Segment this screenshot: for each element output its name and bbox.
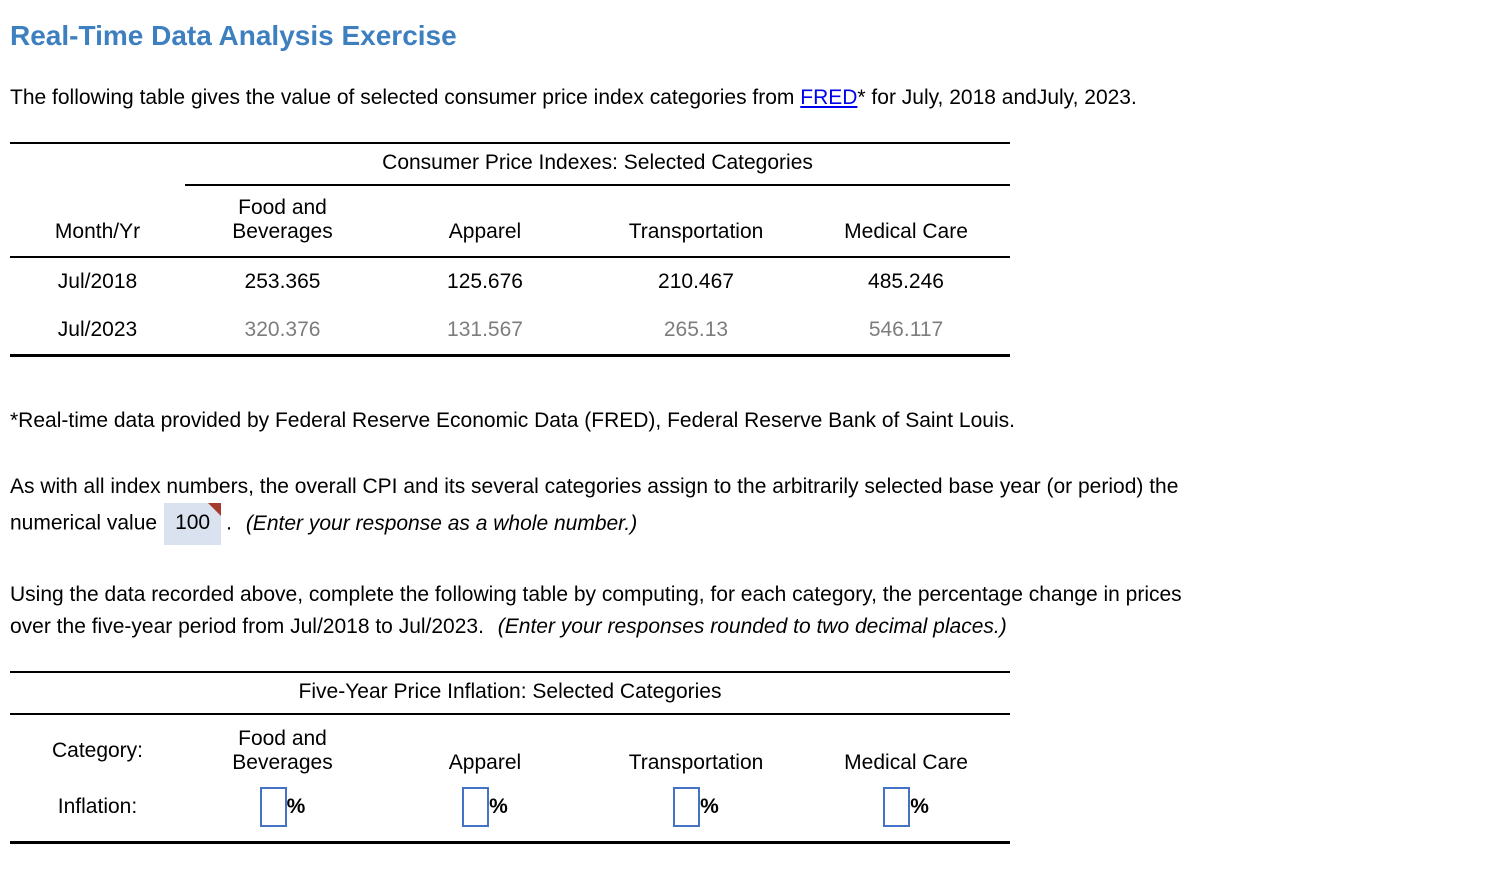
q1-period: .: [226, 511, 232, 535]
q2-instruction: (Enter your responses rounded to two dec…: [497, 615, 1007, 638]
inflation-input-transportation[interactable]: [673, 787, 701, 827]
intro-text-after-link: * for July, 2018 andJuly, 2023.: [857, 86, 1137, 109]
inflation-cell-food-beverages: %: [185, 783, 380, 843]
intro-text-before-link: The following table gives the value of s…: [10, 86, 801, 109]
fred-link[interactable]: FRED: [800, 86, 858, 109]
cpi-row-jul-2018: Jul/2018 253.365 125.676 210.467 485.246: [10, 257, 1010, 306]
cpi-col-month-yr: Month/Yr: [10, 185, 185, 258]
inflation-col-apparel: Apparel: [448, 751, 522, 774]
inflation-input-apparel[interactable]: [462, 787, 490, 827]
base-year-answer-input[interactable]: 100: [164, 503, 222, 545]
cpi-table-title: Consumer Price Indexes: Selected Categor…: [185, 143, 1011, 186]
cpi-header-row: Month/Yr Food and Beverages Apparel Tran…: [10, 185, 1011, 258]
percent-sign-apparel: %: [489, 795, 508, 818]
inflation-label: Inflation:: [57, 795, 138, 818]
percent-sign-medical-care: %: [910, 795, 929, 818]
cpi-row-jul-2023: Jul/2023 320.376 131.567 265.13 546.117: [10, 306, 1010, 356]
cpi-2023-apparel: 131.567: [447, 318, 523, 341]
inflation-input-medical-care[interactable]: [883, 787, 911, 827]
percent-sign-transportation: %: [700, 795, 719, 818]
cpi-2018-food-beverages: 253.365: [244, 270, 321, 293]
fred-footnote: *Real-time data provided by Federal Rese…: [10, 409, 1015, 432]
cpi-table: Consumer Price Indexes: Selected Categor…: [10, 142, 1011, 357]
q1-instruction: (Enter your response as a whole number.): [245, 511, 638, 535]
inflation-table: Five-Year Price Inflation: Selected Cate…: [10, 671, 1011, 844]
inflation-col-medical-care: Medical Care: [844, 751, 968, 774]
q2-line1: Using the data recorded above, complete …: [10, 583, 1182, 606]
cpi-title-spacer: [10, 143, 185, 185]
cpi-col-apparel: Apparel: [380, 185, 590, 258]
inflation-table-title: Five-Year Price Inflation: Selected Cate…: [10, 672, 1011, 715]
inflation-cell-medical-care: %: [802, 783, 1010, 843]
q2-line2: over the five-year period from Jul/2018 …: [10, 615, 484, 638]
cpi-col-transportation: Transportation: [590, 185, 802, 258]
cpi-2023-medical-care: 546.117: [868, 318, 944, 341]
cpi-title-row: Consumer Price Indexes: Selected Categor…: [10, 143, 1011, 186]
inflation-input-food-beverages[interactable]: [259, 787, 287, 827]
inflation-input-row: Inflation: % % % %: [10, 783, 1010, 843]
category-label: Category:: [51, 739, 144, 762]
inflation-col-transportation: Transportation: [628, 751, 764, 774]
cpi-2018-medical-care: 485.246: [868, 270, 944, 293]
q1-line2: numerical value: [10, 511, 158, 535]
intro-paragraph: The following table gives the value of s…: [10, 82, 1490, 114]
inflation-cell-apparel: %: [380, 783, 590, 843]
cpi-row-label-2023: Jul/2023: [57, 318, 138, 341]
inflation-col-food-beverages: Food and Beverages: [232, 727, 333, 774]
cpi-col-food-beverages: Food and Beverages: [185, 185, 380, 258]
cpi-2018-transportation: 210.467: [658, 270, 734, 293]
page-title: Real-Time Data Analysis Exercise: [10, 20, 457, 51]
cpi-2023-transportation: 265.13: [663, 318, 729, 341]
cpi-row-label-2018: Jul/2018: [57, 270, 138, 293]
base-year-answer-value: 100: [175, 511, 211, 534]
correct-answer-flag-icon: [208, 503, 222, 516]
cpi-2018-apparel: 125.676: [447, 270, 523, 293]
cpi-2023-food-beverages: 320.376: [244, 318, 321, 341]
inflation-header-row: Category: Food and Beverages Apparel Tra…: [10, 714, 1010, 783]
base-year-question: As with all index numbers, the overall C…: [10, 471, 1482, 545]
percent-sign-food-beverages: %: [286, 795, 306, 818]
q1-line1: As with all index numbers, the overall C…: [10, 475, 1179, 498]
inflation-title-row: Five-Year Price Inflation: Selected Cate…: [10, 672, 1011, 715]
inflation-question: Using the data recorded above, complete …: [10, 579, 1482, 643]
inflation-cell-transportation: %: [590, 783, 802, 843]
cpi-col-medical-care: Medical Care: [802, 185, 1011, 258]
